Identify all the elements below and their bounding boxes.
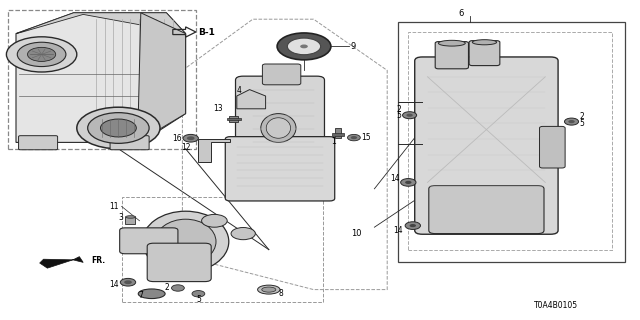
Bar	[229, 116, 238, 122]
Circle shape	[405, 222, 420, 229]
Text: 4: 4	[236, 86, 241, 95]
Circle shape	[183, 134, 198, 142]
Ellipse shape	[155, 219, 216, 264]
FancyBboxPatch shape	[236, 76, 324, 154]
Ellipse shape	[261, 114, 296, 142]
FancyBboxPatch shape	[429, 186, 544, 234]
Text: 13: 13	[213, 104, 223, 113]
Polygon shape	[16, 13, 186, 142]
FancyBboxPatch shape	[147, 243, 211, 282]
Text: 3: 3	[118, 213, 123, 222]
Polygon shape	[16, 13, 186, 34]
Ellipse shape	[202, 214, 227, 227]
Ellipse shape	[142, 211, 229, 272]
Polygon shape	[198, 139, 230, 162]
Circle shape	[17, 42, 66, 67]
Circle shape	[564, 118, 579, 125]
Bar	[398, 22, 625, 262]
Circle shape	[192, 291, 205, 297]
Bar	[122, 197, 323, 302]
Text: 14: 14	[390, 174, 399, 183]
Text: 6: 6	[458, 9, 463, 18]
Circle shape	[277, 33, 331, 60]
Circle shape	[348, 134, 360, 141]
Text: 5: 5	[579, 119, 584, 128]
Circle shape	[172, 285, 184, 291]
FancyBboxPatch shape	[469, 41, 500, 66]
Text: B-1: B-1	[198, 28, 215, 36]
Circle shape	[77, 107, 160, 149]
Text: 15: 15	[362, 133, 371, 142]
Text: 2: 2	[579, 112, 584, 121]
Circle shape	[410, 224, 416, 227]
FancyBboxPatch shape	[110, 136, 149, 150]
Ellipse shape	[258, 285, 280, 294]
Circle shape	[287, 38, 321, 55]
FancyBboxPatch shape	[415, 57, 558, 234]
Polygon shape	[237, 90, 266, 109]
Text: 14: 14	[109, 280, 119, 289]
Circle shape	[6, 37, 77, 72]
Text: 16: 16	[172, 134, 182, 143]
Ellipse shape	[125, 216, 136, 218]
FancyBboxPatch shape	[120, 228, 178, 254]
Text: 10: 10	[351, 229, 361, 238]
Bar	[335, 128, 341, 138]
FancyBboxPatch shape	[225, 137, 335, 201]
Bar	[8, 10, 196, 149]
Text: 14: 14	[394, 226, 403, 235]
FancyBboxPatch shape	[262, 64, 301, 85]
Circle shape	[187, 136, 195, 140]
Ellipse shape	[266, 118, 291, 138]
Circle shape	[406, 114, 413, 117]
Text: 12: 12	[181, 143, 191, 152]
Circle shape	[120, 278, 136, 286]
Text: FR.: FR.	[91, 256, 105, 265]
Text: 7: 7	[138, 292, 143, 300]
Circle shape	[403, 112, 417, 119]
Circle shape	[568, 120, 575, 123]
Text: T0A4B0105: T0A4B0105	[534, 301, 579, 310]
Circle shape	[351, 136, 357, 139]
Text: 9: 9	[351, 42, 356, 51]
Text: 5: 5	[196, 295, 201, 304]
Bar	[227, 118, 241, 120]
Ellipse shape	[138, 289, 165, 299]
Ellipse shape	[231, 228, 255, 240]
Circle shape	[28, 47, 56, 61]
Polygon shape	[40, 257, 83, 268]
FancyBboxPatch shape	[435, 42, 468, 69]
Bar	[125, 217, 135, 224]
Text: 5: 5	[396, 111, 401, 120]
Circle shape	[124, 280, 132, 284]
Text: 1: 1	[331, 137, 336, 146]
Ellipse shape	[472, 40, 497, 45]
Circle shape	[100, 119, 136, 137]
FancyBboxPatch shape	[19, 136, 58, 150]
Circle shape	[88, 113, 149, 143]
Ellipse shape	[262, 287, 276, 292]
Circle shape	[300, 44, 308, 48]
Text: 2: 2	[165, 284, 170, 292]
Circle shape	[401, 179, 416, 186]
Bar	[408, 32, 612, 250]
Text: 11: 11	[109, 202, 118, 211]
Ellipse shape	[438, 40, 465, 46]
Text: 8: 8	[278, 289, 283, 298]
Circle shape	[405, 181, 412, 184]
Bar	[332, 133, 344, 136]
Text: 2: 2	[397, 105, 401, 114]
FancyBboxPatch shape	[540, 126, 565, 168]
Polygon shape	[138, 13, 186, 142]
